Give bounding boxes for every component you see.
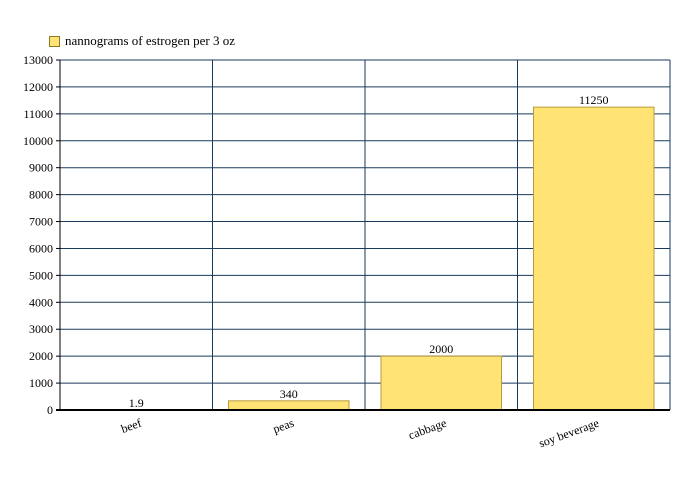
legend-label: nannograms of estrogen per 3 oz (65, 33, 236, 48)
bar-cabbage (380, 355, 502, 411)
data-label: 11250 (579, 93, 609, 107)
x-tick-label: cabbage (407, 416, 449, 443)
y-tick-label: 12000 (23, 80, 53, 94)
y-tick-label: 5000 (29, 268, 53, 282)
x-tick-label: soy beverage (537, 416, 601, 451)
y-tick-label: 1000 (29, 376, 53, 390)
x-tick-labels: beef peas cabbage soy beverage (119, 416, 601, 451)
y-tick-label: 0 (47, 403, 53, 417)
y-tick-label: 10000 (23, 134, 53, 148)
y-tick-label: 7000 (29, 215, 53, 229)
x-tick-label: peas (271, 416, 296, 437)
y-tick-label: 11000 (23, 107, 53, 121)
bar-peas (228, 400, 350, 411)
data-label: 2000 (429, 342, 453, 356)
y-tick-labels: 0 1000 2000 3000 4000 5000 6000 7000 8000 9000 100… (23, 53, 53, 417)
data-label: 340 (280, 387, 298, 401)
gridlines (60, 59, 671, 410)
legend-swatch (49, 35, 60, 47)
legend: nannograms of estrogen per 3 oz (49, 33, 235, 49)
data-labels: 1.9 340 2000 11250 (129, 93, 609, 410)
y-tick-label: 9000 (29, 161, 53, 175)
data-label: 1.9 (129, 396, 144, 410)
y-tick-label: 6000 (29, 241, 53, 255)
bars (75, 106, 655, 411)
y-tick-label: 4000 (29, 295, 53, 309)
bar-soy-beverage (533, 106, 655, 411)
y-tick-label: 3000 (29, 322, 53, 336)
y-tick-label: 13000 (23, 53, 53, 67)
y-tick-label: 8000 (29, 188, 53, 202)
x-tick-label: beef (119, 416, 143, 436)
y-tick-label: 2000 (29, 349, 53, 363)
axes (56, 59, 670, 411)
